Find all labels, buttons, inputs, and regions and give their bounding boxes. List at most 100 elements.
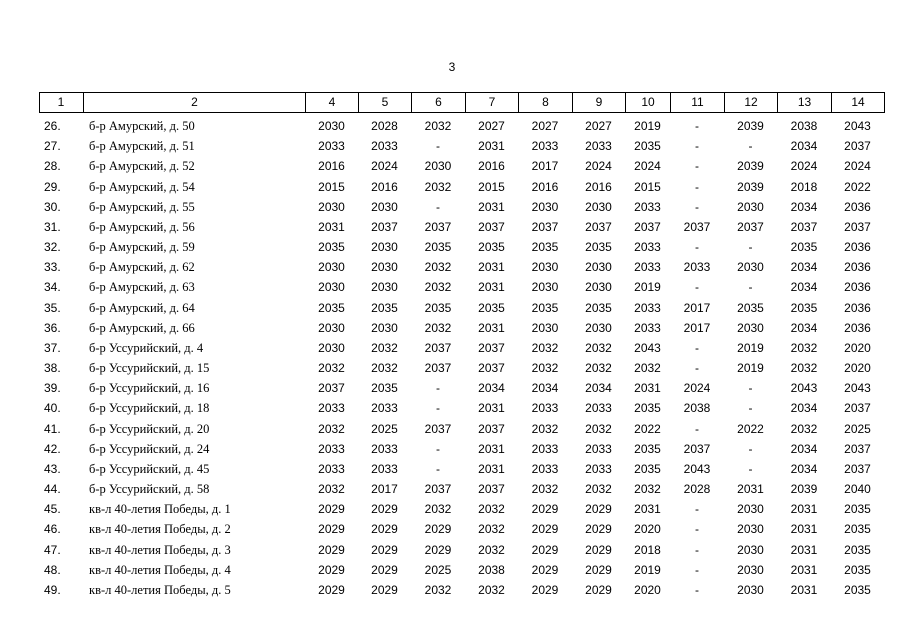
year-cell: 2032 — [531, 340, 559, 355]
year-cell: 2019 — [737, 361, 764, 376]
row-number: 29. — [44, 179, 61, 194]
year-cell: 2033 — [371, 139, 398, 154]
year-cell: 2035 — [844, 542, 871, 557]
year-cell: 2030 — [585, 320, 612, 335]
year-cell: 2030 — [737, 320, 764, 335]
year-cell: 2019 — [737, 340, 764, 355]
year-cell: 2016 — [531, 179, 559, 194]
year-cell: 2037 — [318, 381, 345, 396]
year-cell: 2022 — [844, 179, 871, 194]
year-cell: 2037 — [844, 461, 871, 476]
row-number: 30. — [44, 199, 61, 214]
year-cell: 2032 — [585, 482, 612, 497]
year-cell: 2017 — [683, 300, 711, 315]
year-cell: 2017 — [371, 482, 398, 497]
row-number: 42. — [44, 441, 61, 456]
year-cell: 2032 — [585, 340, 612, 355]
year-cell: 2027 — [531, 119, 559, 133]
address: б-р Амурский, д. 54 — [89, 179, 195, 194]
year-cell: 2029 — [371, 562, 398, 577]
year-cell: 2022 — [634, 421, 661, 436]
year-cell: 2020 — [634, 522, 661, 537]
year-cell: 2030 — [531, 199, 559, 214]
year-cell: 2024 — [371, 159, 398, 174]
row-number: 45. — [44, 502, 61, 517]
year-cell: 2032 — [424, 502, 452, 517]
year-cell: 2034 — [790, 199, 818, 214]
year-cell: 2031 — [478, 441, 505, 456]
year-cell: 2036 — [844, 300, 871, 315]
row-number: 48. — [44, 562, 61, 577]
year-cell: 2022 — [737, 421, 764, 436]
year-cell: 2037 — [371, 219, 398, 234]
year-cell: - — [748, 280, 753, 295]
year-cell: 2036 — [844, 240, 871, 255]
address: б-р Амурский, д. 52 — [89, 159, 195, 174]
year-cell: 2035 — [790, 240, 818, 255]
year-cell: 2029 — [424, 522, 452, 537]
year-cell: - — [748, 381, 753, 396]
year-cell: 2038 — [478, 562, 505, 577]
address: б-р Амурский, д. 64 — [89, 300, 195, 315]
year-cell: 2018 — [790, 179, 818, 194]
year-cell: 2030 — [531, 320, 559, 335]
address: б-р Уссурийский, д. 58 — [89, 482, 210, 497]
header-cell: 2 — [83, 92, 305, 113]
year-cell: - — [695, 119, 699, 133]
year-cell: 2032 — [585, 421, 612, 436]
year-cell: 2038 — [790, 119, 818, 133]
year-cell: 2025 — [844, 421, 871, 436]
year-cell: 2036 — [844, 320, 871, 335]
year-cell: 2029 — [585, 562, 612, 577]
year-cell: 2036 — [844, 260, 871, 275]
year-cell: 2033 — [634, 260, 661, 275]
year-cell: 2037 — [424, 219, 452, 234]
year-cell: 2032 — [478, 582, 505, 597]
row-number: 49. — [44, 582, 61, 597]
row-number: 35. — [44, 300, 61, 315]
address: б-р Уссурийский, д. 45 — [89, 461, 210, 476]
year-cell: 2018 — [634, 542, 661, 557]
year-cell: 2030 — [371, 280, 398, 295]
year-cell: 2032 — [531, 482, 559, 497]
year-cell: 2030 — [371, 320, 398, 335]
year-cell: 2032 — [585, 361, 612, 376]
year-cell: 2030 — [737, 582, 764, 597]
year-cell: 2034 — [790, 280, 818, 295]
year-cell: 2031 — [478, 280, 505, 295]
year-cell: 2031 — [790, 522, 818, 537]
year-cell: - — [748, 139, 753, 154]
year-cell: 2016 — [585, 179, 612, 194]
year-cell: 2032 — [424, 582, 452, 597]
year-cell: 2024 — [790, 159, 818, 174]
year-cell: 2031 — [478, 260, 505, 275]
year-cell: - — [695, 421, 699, 436]
header-cell: 4 — [305, 92, 358, 113]
year-cell: 2025 — [424, 562, 452, 577]
year-cell: 2033 — [585, 401, 612, 416]
year-cell: 2030 — [318, 320, 345, 335]
year-cell: - — [695, 240, 699, 255]
year-cell: - — [695, 582, 699, 597]
year-cell: 2030 — [318, 260, 345, 275]
year-cell: 2030 — [585, 280, 612, 295]
year-cell: 2037 — [683, 219, 711, 234]
year-cell: 2033 — [531, 139, 559, 154]
year-cell: 2016 — [318, 159, 345, 174]
year-cell: - — [695, 159, 699, 174]
year-cell: 2024 — [683, 381, 711, 396]
row-number: 40. — [44, 401, 61, 416]
year-cell: 2031 — [790, 582, 818, 597]
year-cell: 2015 — [634, 179, 661, 194]
header-cell: 8 — [518, 92, 572, 113]
year-cell: 2029 — [585, 582, 612, 597]
year-cell: 2033 — [531, 461, 559, 476]
header-cell: 13 — [777, 92, 831, 113]
address: б-р Амурский, д. 56 — [89, 219, 195, 234]
year-cell: 2029 — [371, 502, 398, 517]
year-cell: 2032 — [424, 179, 452, 194]
year-cell: 2030 — [737, 522, 764, 537]
year-cell: - — [695, 361, 699, 376]
address: кв-л 40-летия Победы, д. 5 — [89, 582, 231, 597]
address: б-р Уссурийский, д. 16 — [89, 381, 210, 396]
